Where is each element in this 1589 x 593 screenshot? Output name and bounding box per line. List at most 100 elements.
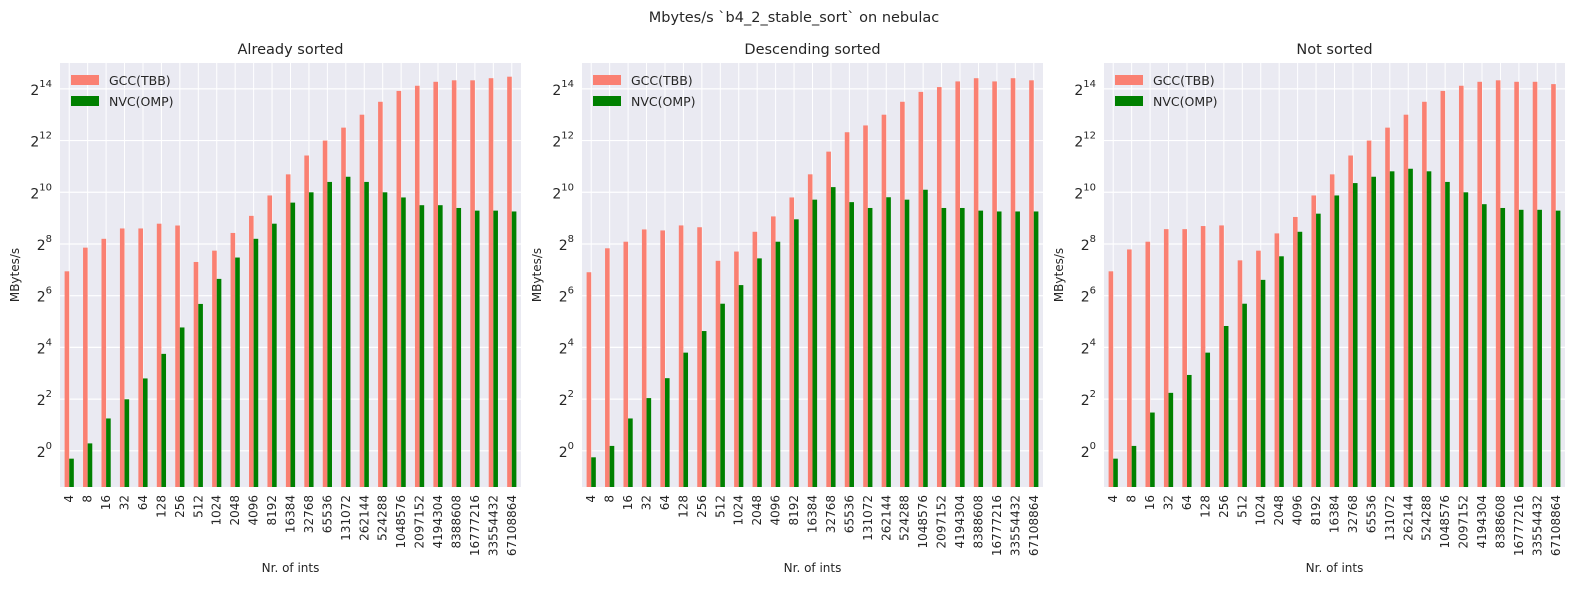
bar-gcc-tbb xyxy=(1293,216,1298,488)
x-tick-label: 64 xyxy=(136,495,150,510)
legend-swatch xyxy=(1115,96,1143,106)
bar-gcc-tbb xyxy=(660,230,665,487)
y-tick-label: 210 xyxy=(30,182,52,202)
x-tick-label: 131072 xyxy=(1383,495,1397,541)
x-tick-label: 65536 xyxy=(320,495,334,533)
bar-nvc-omp xyxy=(1131,445,1137,487)
bar-gcc-tbb xyxy=(175,225,180,487)
bar-gcc-tbb xyxy=(844,132,850,487)
x-tick-label: 1048576 xyxy=(1438,495,1452,548)
bar-nvc-omp xyxy=(1445,181,1450,487)
x-tick-label: 4194304 xyxy=(953,495,967,548)
x-tick-label: 32 xyxy=(1162,495,1176,510)
chart-panel-1: 20 22 24 26 28 210 212 214 4 8 16 32 64 128 256 512 1024… xyxy=(8,42,521,575)
y-tick-label: 22 xyxy=(1081,389,1096,409)
bar-nvc-omp xyxy=(1555,210,1561,487)
chart-title: Already sorted xyxy=(238,42,344,58)
x-tick-label: 8 xyxy=(1125,495,1139,503)
bar-gcc-tbb xyxy=(1329,174,1335,488)
x-tick-label: 33554432 xyxy=(1008,495,1022,556)
bar-nvc-omp xyxy=(1168,392,1174,487)
x-tick-label: 2097152 xyxy=(1457,495,1471,548)
y-tick-label: 20 xyxy=(1081,441,1096,461)
bar-nvc-omp xyxy=(1371,176,1376,487)
bar-nvc-omp xyxy=(591,457,596,487)
bar-nvc-omp xyxy=(253,238,259,487)
y-tick-label: 22 xyxy=(559,389,574,409)
bar-gcc-tbb xyxy=(1182,229,1187,488)
x-tick-label: 16777216 xyxy=(1512,495,1526,556)
bar-nvc-omp xyxy=(960,207,965,487)
bar-gcc-tbb xyxy=(1348,155,1353,487)
x-tick-label: 4096 xyxy=(1291,495,1305,526)
bar-nvc-omp xyxy=(1426,171,1432,487)
legend-label: NVC(OMP) xyxy=(631,94,696,109)
bar-gcc-tbb xyxy=(507,76,512,487)
y-tick-label: 28 xyxy=(37,234,52,254)
x-tick-label: 67108864 xyxy=(505,495,519,556)
x-tick-label: 16777216 xyxy=(468,495,482,556)
bar-nvc-omp xyxy=(1033,211,1039,487)
bar-gcc-tbb xyxy=(1010,78,1016,488)
bar-gcc-tbb xyxy=(1477,81,1483,488)
bar-nvc-omp xyxy=(904,199,910,487)
x-tick-label: 2048 xyxy=(228,495,242,526)
x-tick-label: 32768 xyxy=(824,495,838,533)
bar-gcc-tbb xyxy=(1237,260,1243,487)
bar-nvc-omp xyxy=(401,197,406,488)
x-axis-label: Nr. of ints xyxy=(1306,561,1364,575)
y-tick-label: 210 xyxy=(552,182,574,202)
y-tick-label: 212 xyxy=(552,131,574,151)
bar-nvc-omp xyxy=(1279,256,1284,487)
bar-nvc-omp xyxy=(720,303,725,487)
bar-gcc-tbb xyxy=(789,197,795,488)
x-tick-label: 4194304 xyxy=(431,495,445,548)
bar-gcc-tbb xyxy=(1403,114,1409,488)
bar-gcc-tbb xyxy=(900,101,905,487)
bar-nvc-omp xyxy=(474,210,480,487)
bar-nvc-omp xyxy=(327,181,332,487)
bar-gcc-tbb xyxy=(678,225,684,487)
bar-gcc-tbb xyxy=(249,215,254,487)
bar-gcc-tbb xyxy=(119,228,125,487)
bar-nvc-omp xyxy=(849,202,854,487)
x-tick-label: 65536 xyxy=(1364,495,1378,533)
bar-gcc-tbb xyxy=(936,87,942,488)
x-tick-label: 33554432 xyxy=(486,495,500,556)
x-tick-label: 262144 xyxy=(357,495,371,541)
x-tick-label: 512 xyxy=(191,495,205,518)
x-tick-label: 16 xyxy=(99,495,113,510)
chart-panel-3: 20 22 24 26 28 210 212 214 4 8 16 32 64 128 256 512 1024… xyxy=(1052,42,1565,575)
x-tick-label: 512 xyxy=(713,495,727,518)
x-tick-label: 8192 xyxy=(265,495,279,526)
bar-gcc-tbb xyxy=(586,272,592,487)
x-tick-label: 8192 xyxy=(787,495,801,526)
legend-swatch xyxy=(71,96,99,106)
y-tick-label: 20 xyxy=(559,441,574,461)
bar-gcc-tbb xyxy=(83,247,88,487)
x-tick-label: 4096 xyxy=(247,495,261,526)
bar-nvc-omp xyxy=(419,205,425,488)
x-tick-label: 8388608 xyxy=(1493,495,1507,548)
y-tick-label: 24 xyxy=(37,337,52,357)
bar-nvc-omp xyxy=(886,197,891,487)
bar-nvc-omp xyxy=(812,199,818,487)
y-tick-label: 24 xyxy=(1081,337,1096,357)
x-tick-label: 16384 xyxy=(806,495,820,533)
x-tick-label: 1024 xyxy=(732,495,746,526)
bar-nvc-omp xyxy=(216,278,222,487)
bar-gcc-tbb xyxy=(1311,195,1317,487)
legend-label: NVC(OMP) xyxy=(1153,94,1218,109)
bar-gcc-tbb xyxy=(267,195,273,487)
bar-nvc-omp xyxy=(628,418,633,487)
bar-nvc-omp xyxy=(106,418,111,487)
bar-nvc-omp xyxy=(179,327,185,487)
bar-gcc-tbb xyxy=(1514,81,1519,488)
bar-nvc-omp xyxy=(1537,209,1542,487)
bar-gcc-tbb xyxy=(1127,249,1132,487)
bar-nvc-omp xyxy=(511,211,517,487)
bar-gcc-tbb xyxy=(322,140,328,487)
bar-gcc-tbb xyxy=(304,155,309,487)
x-tick-label: 8388608 xyxy=(971,495,985,548)
